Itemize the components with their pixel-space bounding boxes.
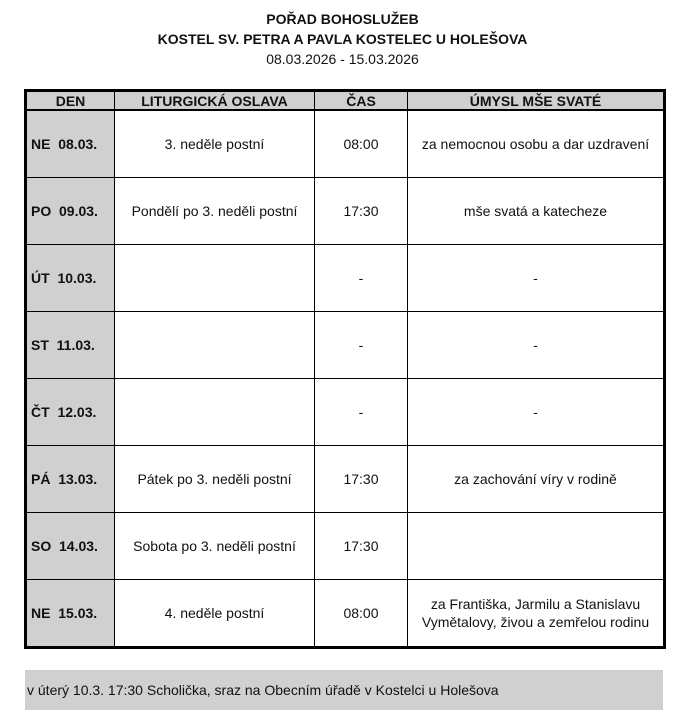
- announcement-note: v úterý 10.3. 17:30 Scholička, sraz na O…: [25, 670, 663, 710]
- intention-cell: [407, 512, 665, 580]
- celebration-cell: [114, 311, 315, 379]
- intention-cell: za nemocnou osobu a dar uzdravení: [407, 109, 665, 178]
- time-cell: -: [314, 311, 408, 379]
- table-row: ČT 12.03. - -: [25, 378, 665, 446]
- page-title: POŘAD BOHOSLUŽEB: [266, 11, 419, 27]
- celebration-cell: Pátek po 3. neděli postní: [114, 445, 315, 513]
- table-row: PÁ 13.03. Pátek po 3. neděli postní 17:30 z…: [25, 445, 665, 513]
- time-cell: -: [314, 244, 408, 312]
- day-cell: ÚT 10.03.: [25, 244, 115, 312]
- table-row: NE 15.03. 4. neděle postní 08:00 za Františ…: [25, 579, 665, 648]
- table-row: PO 09.03. Pondělí po 3. neděli postní 17:3…: [25, 177, 665, 245]
- celebration-cell: Sobota po 3. neděli postní: [114, 512, 315, 580]
- day-cell: ST 11.03.: [25, 311, 115, 379]
- intention-cell: -: [407, 244, 665, 312]
- celebration-cell: [114, 378, 315, 446]
- celebration-cell: Pondělí po 3. neděli postní: [114, 177, 315, 245]
- intention-cell: mše svatá a katecheze: [407, 177, 665, 245]
- church-name: KOSTEL SV. PETRA A PAVLA KOSTELEC U HOLE…: [157, 31, 528, 47]
- intention-cell: -: [407, 311, 665, 379]
- column-header-day: DEN: [25, 90, 115, 111]
- schedule-table: DEN LITURGICKÁ OSLAVA ČAS ÚMYSL MŠE SVAT…: [24, 89, 666, 649]
- intention-cell: za zachování víry v rodině: [407, 445, 665, 513]
- column-header-celebration: LITURGICKÁ OSLAVA: [114, 90, 315, 111]
- column-header-time: ČAS: [314, 90, 408, 111]
- day-cell: NE 08.03.: [25, 109, 115, 178]
- table-row: ST 11.03. - -: [25, 311, 665, 379]
- celebration-cell: [114, 244, 315, 312]
- intention-cell: za Františka, Jarmilu a Stanislavu Vymět…: [407, 579, 665, 648]
- time-cell: -: [314, 378, 408, 446]
- table-header-row: DEN LITURGICKÁ OSLAVA ČAS ÚMYSL MŠE SVAT…: [25, 90, 665, 111]
- celebration-cell: 3. neděle postní: [114, 109, 315, 178]
- column-header-intention: ÚMYSL MŠE SVATÉ: [407, 90, 665, 111]
- day-cell: ČT 12.03.: [25, 378, 115, 446]
- day-cell: NE 15.03.: [25, 579, 115, 648]
- date-range: 08.03.2026 - 15.03.2026: [266, 51, 419, 67]
- day-cell: PO 09.03.: [25, 177, 115, 245]
- time-cell: 17:30: [314, 177, 408, 245]
- time-cell: 17:30: [314, 512, 408, 580]
- table-row: ÚT 10.03. - -: [25, 244, 665, 312]
- table-row: NE 08.03. 3. neděle postní 08:00 za nemocno…: [25, 109, 665, 178]
- day-cell: SO 14.03.: [25, 512, 115, 580]
- time-cell: 08:00: [314, 579, 408, 648]
- time-cell: 08:00: [314, 109, 408, 178]
- table-row: SO 14.03. Sobota po 3. neděli postní 17:30: [25, 512, 665, 580]
- celebration-cell: 4. neděle postní: [114, 579, 315, 648]
- time-cell: 17:30: [314, 445, 408, 513]
- day-cell: PÁ 13.03.: [25, 445, 115, 513]
- intention-cell: -: [407, 378, 665, 446]
